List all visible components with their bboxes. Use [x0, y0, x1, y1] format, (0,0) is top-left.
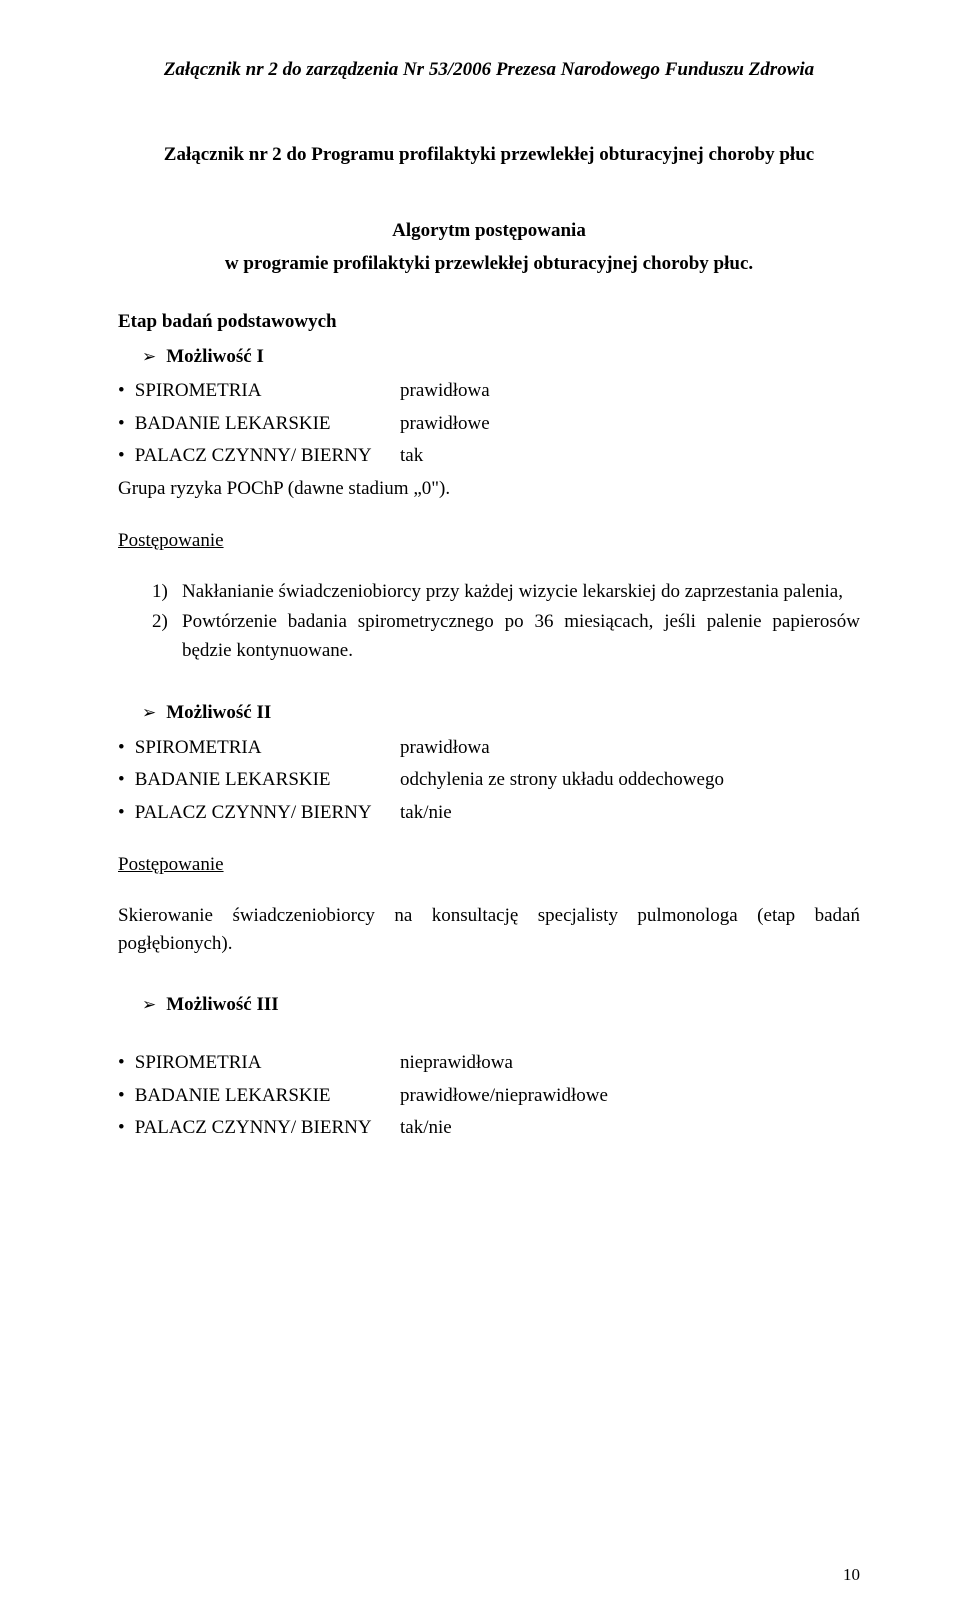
kv-key-text: PALACZ CZYNNY/ BIERNY: [135, 802, 372, 823]
bullet-icon: •: [118, 1049, 130, 1078]
bullet-icon: •: [118, 766, 130, 795]
kv-value-text: odchylenia ze strony układu oddechowego: [400, 766, 860, 795]
bullet-icon: •: [118, 1114, 130, 1143]
option-2-header: ➢ Możliwość II: [142, 699, 860, 728]
procedure-label-2: Postępowanie: [118, 851, 860, 880]
bullet-icon: •: [118, 1082, 130, 1111]
chevron-icon: ➢: [142, 991, 156, 1018]
option-1-label: Możliwość I: [166, 343, 264, 372]
procedure-1-list: Nakłanianie świadczeniobiorcy przy każde…: [152, 578, 860, 666]
option-3-header: ➢ Możliwość III: [142, 991, 860, 1020]
option-2-row: • PALACZ CZYNNY/ BIERNY tak/nie: [118, 799, 860, 828]
option-2-row: • BADANIE LEKARSKIE odchylenia ze strony…: [118, 766, 860, 795]
bullet-icon: •: [118, 442, 130, 471]
option-1-row: • PALACZ CZYNNY/ BIERNY tak: [118, 442, 860, 471]
kv-value-text: tak/nie: [400, 799, 860, 828]
kv-value-text: prawidłowa: [400, 377, 860, 406]
option-3-row: • BADANIE LEKARSKIE prawidłowe/nieprawid…: [118, 1082, 860, 1111]
kv-key-text: SPIROMETRIA: [135, 380, 262, 401]
kv-value-text: prawidłowe: [400, 410, 860, 439]
option-2-row: • SPIROMETRIA prawidłowa: [118, 734, 860, 763]
bullet-icon: •: [118, 734, 130, 763]
attachment-header: Załącznik nr 2 do zarządzenia Nr 53/2006…: [118, 56, 860, 85]
kv-value-text: prawidłowe/nieprawidłowe: [400, 1082, 860, 1111]
option-2-label: Możliwość II: [166, 699, 271, 728]
list-item: Powtórzenie badania spirometrycznego po …: [152, 608, 860, 665]
algorithm-title: Algorytm postępowania: [118, 217, 860, 246]
chevron-icon: ➢: [142, 343, 156, 370]
kv-key-text: SPIROMETRIA: [135, 1052, 262, 1073]
page-number: 10: [843, 1562, 860, 1588]
procedure-2-text: Skierowanie świadczeniobiorcy na konsult…: [118, 902, 860, 959]
attachment-subheader: Załącznik nr 2 do Programu profilaktyki …: [118, 141, 860, 170]
option-3-label: Możliwość III: [166, 991, 278, 1020]
algorithm-subtitle: w programie profilaktyki przewlekłej obt…: [118, 250, 860, 279]
option-1-row: • SPIROMETRIA prawidłowa: [118, 377, 860, 406]
kv-key-text: PALACZ CZYNNY/ BIERNY: [135, 445, 372, 466]
option-1-row: • BADANIE LEKARSKIE prawidłowe: [118, 410, 860, 439]
kv-value-text: tak/nie: [400, 1114, 860, 1143]
kv-value-text: tak: [400, 442, 860, 471]
option-1-header: ➢ Możliwość I: [142, 343, 860, 372]
kv-key-text: SPIROMETRIA: [135, 737, 262, 758]
kv-value-text: prawidłowa: [400, 734, 860, 763]
option-3-row: • SPIROMETRIA nieprawidłowa: [118, 1049, 860, 1078]
list-item: Nakłanianie świadczeniobiorcy przy każde…: [152, 578, 860, 607]
option-3-row: • PALACZ CZYNNY/ BIERNY tak/nie: [118, 1114, 860, 1143]
kv-key-text: BADANIE LEKARSKIE: [135, 413, 331, 434]
option-1-extra: Grupa ryzyka POChP (dawne stadium „0").: [118, 475, 860, 504]
procedure-label-1: Postępowanie: [118, 527, 860, 556]
bullet-icon: •: [118, 377, 130, 406]
bullet-icon: •: [118, 799, 130, 828]
bullet-icon: •: [118, 410, 130, 439]
chevron-icon: ➢: [142, 699, 156, 726]
kv-key-text: PALACZ CZYNNY/ BIERNY: [135, 1117, 372, 1138]
stage-heading: Etap badań podstawowych: [118, 308, 860, 337]
kv-key-text: BADANIE LEKARSKIE: [135, 1085, 331, 1106]
kv-key-text: BADANIE LEKARSKIE: [135, 769, 331, 790]
kv-value-text: nieprawidłowa: [400, 1049, 860, 1078]
